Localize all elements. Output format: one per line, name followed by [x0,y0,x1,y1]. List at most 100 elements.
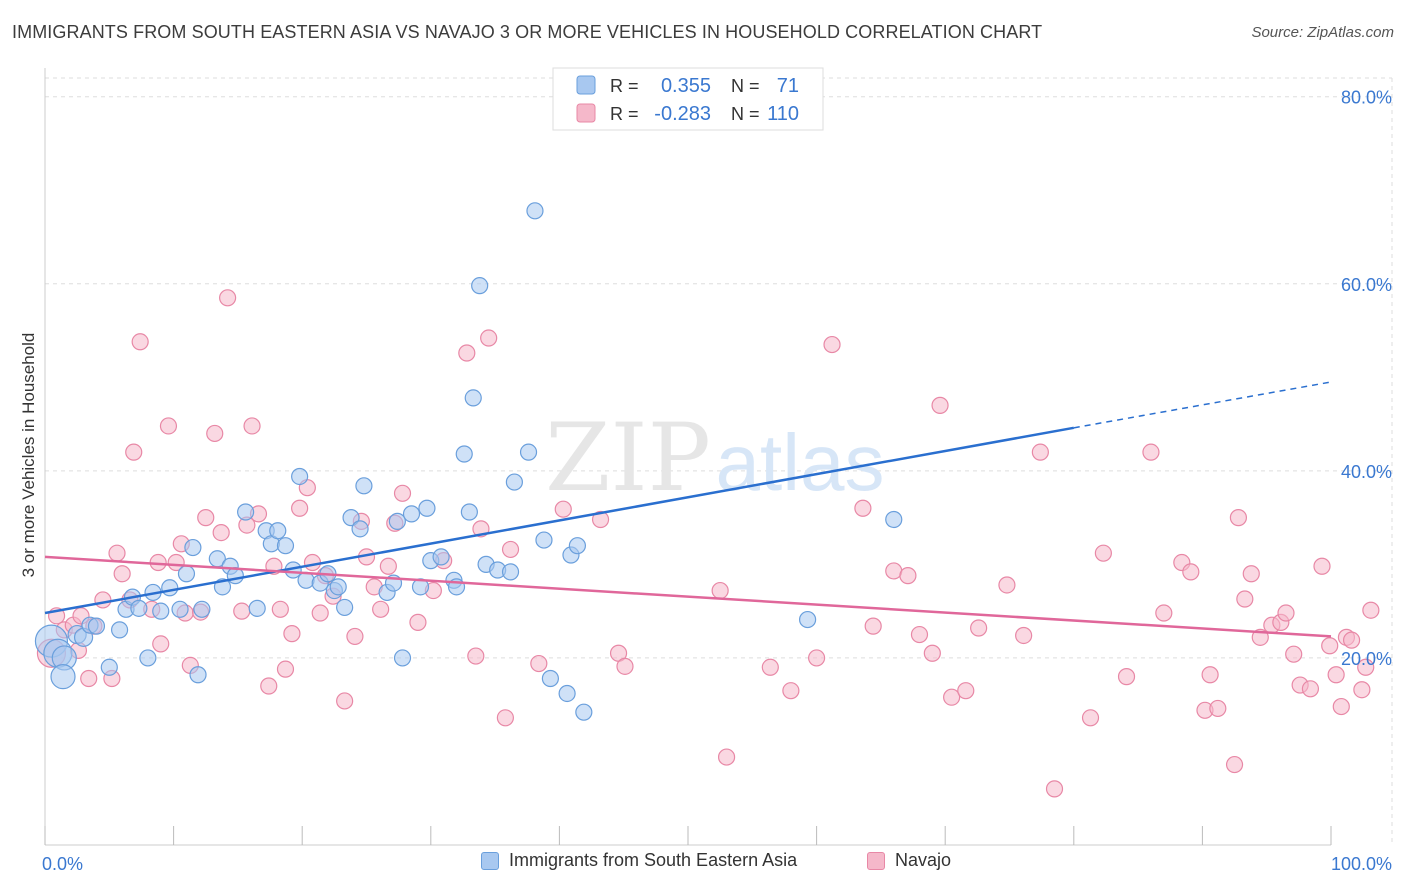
navajo-point-27 [219,289,237,307]
sea-point-48 [411,578,430,596]
sea-point-70 [798,610,817,629]
y-tick-label-60: 60.0% [1341,275,1392,295]
sea-point-7 [87,617,106,635]
y-tick-label-20: 20.0% [1341,649,1392,669]
navajo-point-89 [1142,443,1160,461]
navajo-point-83 [1015,626,1033,645]
sea-point-27 [248,599,266,617]
sea-point-61 [505,473,523,491]
navajo-point-13 [125,443,143,461]
sea-point-31 [276,537,295,555]
legend-n-label-1: N = [731,76,760,96]
sea-point-65 [558,684,576,703]
legend-item-sea: Immigrants from South Eastern Asia [481,850,797,871]
navajo-point-48 [372,600,390,618]
navajo-point-97 [1229,509,1248,527]
navajo-points [36,289,1380,798]
x-tick-label-max: 100.0% [1331,854,1392,874]
navajo-point-18 [159,417,178,435]
sea-point-16 [161,579,179,597]
sea-point-40 [342,509,360,527]
legend-top-frame [552,67,824,131]
navajo-point-94 [1201,666,1219,684]
zipatlas-watermark: ZIP atlas [545,404,884,513]
legend-swatch-sea [576,75,596,95]
navajo-point-44 [346,627,364,646]
legend-top: R = 0.355 N = 71 R = -0.283 N = 110 [552,67,824,131]
navajo-point-88 [1117,668,1136,686]
axes [44,68,1332,846]
y-axis-label: 3 or more Vehicles in Household [19,333,38,578]
legend-label-navajo: Navajo [895,850,952,870]
navajo-point-39 [303,553,322,572]
navajo-point-26 [212,523,230,542]
sea-point-54 [455,445,473,463]
sea-point-46 [393,649,412,667]
y-tick-label-80: 80.0% [1341,88,1392,108]
watermark-zip: ZIP [545,404,711,513]
navajo-point-110 [1332,697,1350,716]
sea-point-8 [100,658,118,676]
sea-point-9 [110,621,129,639]
navajo-point-59 [496,709,514,727]
sea-point-41 [351,520,369,538]
legend-r-label-2: R = [610,104,639,124]
navajo-point-37 [291,499,309,517]
navajo-point-80 [957,682,975,700]
navajo-point-71 [823,335,841,354]
navajo-point-82 [998,576,1016,594]
sea-point-67 [568,537,587,555]
navajo-point-56 [467,647,485,665]
navajo-point-17 [152,635,170,653]
sea-point-68 [575,703,593,721]
navajo-point-14 [131,333,149,351]
sea-point-21 [193,600,211,618]
navajo-point-10 [108,544,126,562]
navajo-point-69 [782,682,800,700]
sea-point-63 [535,531,553,549]
navajo-point-58 [480,329,498,347]
sea-point-56 [464,389,482,407]
navajo-point-109 [1327,666,1345,684]
navajo-point-40 [311,604,329,622]
sea-point-55 [460,503,478,521]
legend-r-value-1: 0.355 [661,75,711,97]
navajo-point-103 [1277,604,1295,622]
navajo-point-52 [409,613,427,631]
navajo-point-19 [167,553,185,572]
navajo-point-92 [1182,563,1200,581]
trend-line-navajo [44,555,1332,638]
sea-point-15 [152,602,170,620]
sea-point-69 [526,202,544,220]
navajo-point-84 [1031,443,1049,461]
y-tick-label-40: 40.0% [1341,462,1392,482]
navajo-point-81 [970,619,988,637]
sea-point-17 [171,600,189,618]
sea-point-49 [418,499,436,517]
sea-point-30 [269,522,287,540]
navajo-point-113 [1353,681,1371,699]
legend-r-value-2: -0.283 [654,103,711,125]
sea-point-45 [388,512,406,530]
navajo-point-90 [1155,604,1173,622]
sea-point-19 [184,538,202,557]
navajo-point-77 [923,644,941,662]
navajo-point-43 [336,692,354,710]
navajo-point-106 [1301,680,1320,698]
navajo-point-35 [276,660,295,678]
navajo-point-61 [530,654,548,673]
navajo-point-62 [554,500,572,518]
sea-point-71 [885,510,903,529]
sea-point-26 [237,503,255,521]
chart-title: IMMIGRANTS FROM SOUTH EASTERN ASIA VS NA… [12,22,1043,42]
sea-point-38 [329,578,347,596]
watermark-atlas: atlas [716,418,885,507]
sea-point-33 [291,467,309,486]
sea-point-39 [336,598,354,617]
sea-point-18 [177,565,196,583]
navajo-point-108 [1321,637,1339,655]
navajo-point-55 [458,344,476,362]
navajo-point-67 [717,748,736,766]
sea-point-47 [402,505,421,523]
